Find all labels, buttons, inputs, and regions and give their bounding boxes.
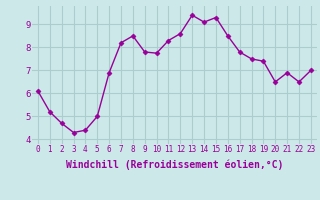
X-axis label: Windchill (Refroidissement éolien,°C): Windchill (Refroidissement éolien,°C)	[66, 160, 283, 170]
